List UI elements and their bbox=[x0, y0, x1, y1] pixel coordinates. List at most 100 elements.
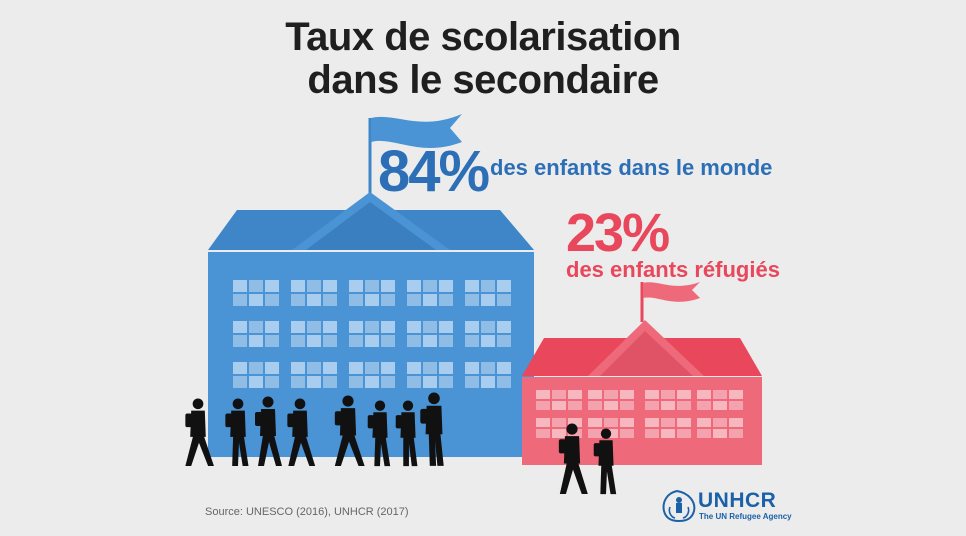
window-pane bbox=[407, 294, 421, 306]
window-pane bbox=[249, 280, 263, 292]
window-pane bbox=[588, 418, 602, 427]
window-pane bbox=[233, 280, 247, 292]
window-pane bbox=[465, 335, 479, 347]
window-pane bbox=[407, 335, 421, 347]
window-pane bbox=[423, 362, 437, 374]
window-pane bbox=[697, 390, 711, 399]
window-pane bbox=[307, 362, 321, 374]
window-pane bbox=[497, 376, 511, 388]
student-silhouette bbox=[558, 423, 588, 494]
student-silhouette bbox=[395, 400, 418, 467]
page-title-line-2: dans le secondaire bbox=[307, 58, 659, 102]
window-pane bbox=[323, 335, 337, 347]
refugee-flag-icon bbox=[643, 282, 700, 302]
window-pane bbox=[365, 376, 379, 388]
window-pane bbox=[439, 376, 453, 388]
window-pane bbox=[423, 280, 437, 292]
window-pane bbox=[713, 401, 727, 410]
window-pane bbox=[423, 376, 437, 388]
window-pane bbox=[588, 390, 602, 399]
student-silhouette bbox=[255, 396, 282, 466]
window-pane bbox=[407, 362, 421, 374]
window-pane bbox=[729, 390, 743, 399]
window-pane bbox=[307, 294, 321, 306]
window-pane bbox=[323, 362, 337, 374]
window-pane bbox=[729, 418, 743, 427]
window-pane bbox=[713, 429, 727, 438]
window-pane bbox=[439, 335, 453, 347]
window-pane bbox=[661, 401, 675, 410]
window-pane bbox=[307, 280, 321, 292]
window-pane bbox=[677, 390, 691, 399]
window-pane bbox=[265, 376, 279, 388]
window-pane bbox=[265, 321, 279, 333]
window-pane bbox=[233, 321, 247, 333]
window-pane bbox=[568, 418, 582, 427]
window-pane bbox=[323, 294, 337, 306]
window-pane bbox=[713, 390, 727, 399]
window-pane bbox=[588, 429, 602, 438]
world-percentage: 84% bbox=[378, 139, 490, 204]
window-pane bbox=[604, 401, 618, 410]
window-pane bbox=[407, 280, 421, 292]
window-pane bbox=[677, 429, 691, 438]
student-silhouette bbox=[334, 395, 365, 466]
window-pane bbox=[465, 321, 479, 333]
window-pane bbox=[552, 418, 566, 427]
unhcr-emblem-icon bbox=[662, 489, 696, 523]
window-pane bbox=[481, 376, 495, 388]
window-pane bbox=[620, 418, 634, 427]
window-pane bbox=[552, 390, 566, 399]
window-pane bbox=[249, 294, 263, 306]
window-pane bbox=[465, 280, 479, 292]
window-pane bbox=[291, 321, 305, 333]
student-silhouette bbox=[593, 428, 617, 495]
window-pane bbox=[323, 280, 337, 292]
window-pane bbox=[233, 335, 247, 347]
world-label: des enfants dans le monde bbox=[490, 155, 773, 180]
window-pane bbox=[249, 335, 263, 347]
window-pane bbox=[661, 390, 675, 399]
window-pane bbox=[307, 376, 321, 388]
student-silhouette bbox=[367, 400, 391, 467]
window-pane bbox=[481, 335, 495, 347]
student-silhouette bbox=[420, 392, 444, 466]
window-pane bbox=[249, 376, 263, 388]
window-pane bbox=[439, 294, 453, 306]
window-pane bbox=[497, 362, 511, 374]
window-pane bbox=[249, 362, 263, 374]
window-pane bbox=[439, 362, 453, 374]
window-pane bbox=[620, 429, 634, 438]
window-pane bbox=[645, 390, 659, 399]
window-pane bbox=[536, 401, 550, 410]
window-pane bbox=[697, 401, 711, 410]
window-pane bbox=[249, 321, 263, 333]
refugee-label: des enfants réfugiés bbox=[566, 257, 780, 282]
window-pane bbox=[497, 321, 511, 333]
window-pane bbox=[233, 376, 247, 388]
student-silhouette bbox=[287, 398, 316, 467]
window-pane bbox=[349, 335, 363, 347]
window-pane bbox=[381, 335, 395, 347]
window-pane bbox=[465, 376, 479, 388]
window-pane bbox=[465, 294, 479, 306]
window-pane bbox=[481, 362, 495, 374]
window-pane bbox=[233, 362, 247, 374]
window-pane bbox=[323, 376, 337, 388]
window-pane bbox=[407, 321, 421, 333]
page-title-line-1: Taux de scolarisation bbox=[285, 15, 681, 59]
window-pane bbox=[497, 280, 511, 292]
logo-tagline: The UN Refugee Agency bbox=[699, 512, 792, 521]
window-pane bbox=[465, 362, 479, 374]
logo-name: UNHCR bbox=[698, 489, 777, 512]
window-pane bbox=[497, 294, 511, 306]
window-pane bbox=[536, 418, 550, 427]
window-pane bbox=[536, 390, 550, 399]
window-pane bbox=[365, 362, 379, 374]
window-pane bbox=[661, 429, 675, 438]
window-pane bbox=[729, 429, 743, 438]
window-pane bbox=[439, 321, 453, 333]
window-pane bbox=[620, 390, 634, 399]
window-pane bbox=[481, 294, 495, 306]
window-pane bbox=[365, 294, 379, 306]
